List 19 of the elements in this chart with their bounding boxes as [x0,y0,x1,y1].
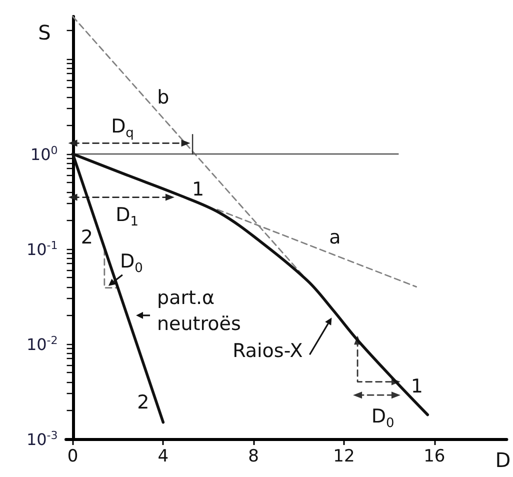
annotation: 2 [137,392,150,414]
annotation: b [157,86,170,108]
y-tick-label: 10$^{0}$ [30,143,58,164]
y-tick-label: 10$^{-2}$ [26,333,58,354]
annotation: 1 [410,375,424,398]
annotation: a [329,226,341,249]
x-tick-label: 8 [248,446,259,466]
x-tick-label: 4 [158,446,169,466]
annotation: part.α neutroës [157,286,241,335]
annotation: 1 [192,178,204,201]
y-axis-title: S [38,20,51,44]
x-tick-label: 16 [424,446,446,466]
y-tick-label: 10$^{-1}$ [26,238,58,259]
x-tick-label: 12 [333,446,355,466]
annotation: 2 [80,226,93,249]
x-tick-label: 0 [67,446,78,466]
x-axis-title: D [495,448,511,472]
y-tick-label: 10$^{-3}$ [26,428,58,449]
annotation: Raios-X [232,340,303,362]
